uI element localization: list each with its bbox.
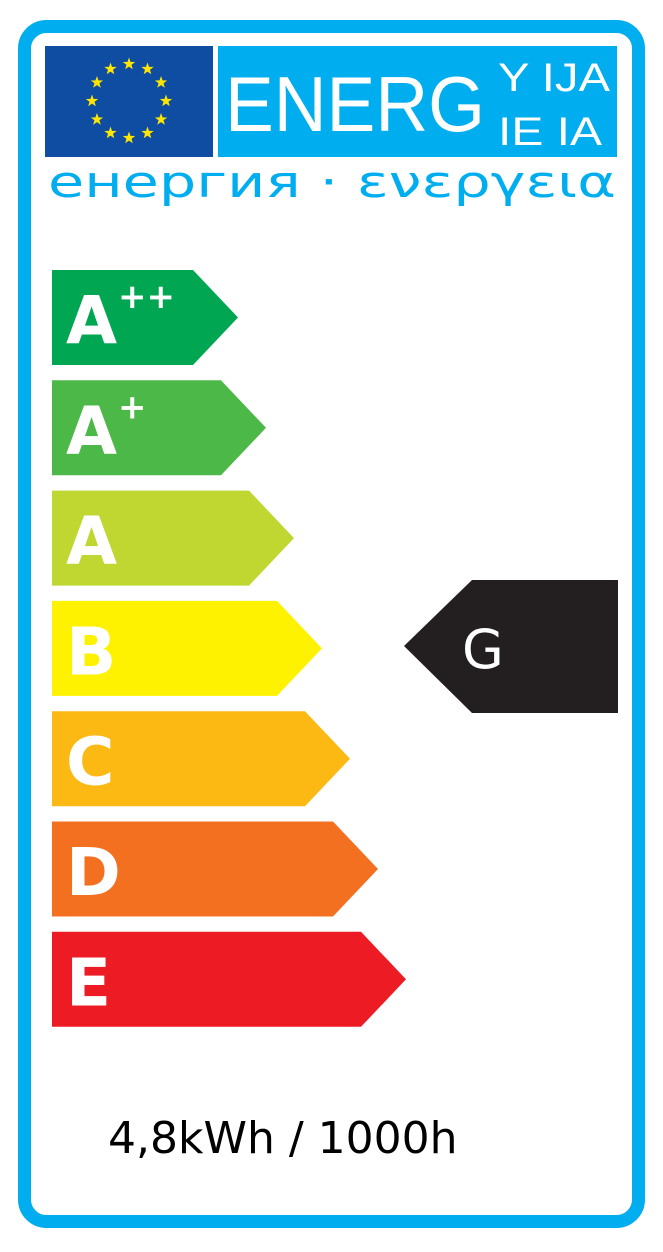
scale-class-label: C [66,724,114,801]
title-suffix-bottom: IE IA [498,110,602,154]
rating-indicator: G [404,580,618,713]
scale-arrow [52,931,406,1027]
star-icon [141,62,154,75]
scale-arrow [52,490,294,586]
star-icon [154,113,168,125]
scale-class-label: A [66,393,117,470]
scale-arrow [52,380,266,476]
scale-arrow [52,600,322,696]
star-icon [122,57,136,70]
scale-class-superscript: ++ [118,277,175,317]
scale-row-D: D [52,821,378,917]
scale-arrow [52,270,238,365]
scale-row-A: A [52,490,294,586]
scale-row-Aplus: A + [52,380,266,476]
title-suffix-top: Y IJA [498,56,610,100]
scale-class-label: A [66,503,117,580]
star-icon [90,113,104,125]
scale-arrow [52,821,378,917]
scale-class-superscript: + [118,387,147,427]
scale-arrow [52,711,350,807]
star-icon [141,126,154,139]
title-banner [218,46,617,157]
scale-class-label: A [66,283,117,360]
energy-consumption: 4,8kWh / 1000h [108,1113,458,1164]
rating-class: G [462,618,504,681]
star-icon [122,131,136,144]
label-frame [18,20,645,1228]
subtitle: енергия · ενεργεια [48,157,616,208]
star-icons [85,57,173,144]
scale-class-label: D [66,834,121,911]
scale-row-Aplusplus: A ++ [52,270,238,365]
scale-class-label: B [66,613,116,690]
star-icon [154,76,168,88]
eu-flag [45,46,213,157]
star-icon [104,62,117,75]
star-icon [85,94,99,107]
scale-row-C: C [52,711,350,807]
scale-class-label: E [66,944,111,1021]
scale-row-B: B [52,600,322,696]
star-icon [104,126,117,139]
title-main: ENERG [225,60,485,148]
star-icon [90,76,104,88]
scale-row-E: E [52,931,406,1027]
star-icon [159,94,173,107]
